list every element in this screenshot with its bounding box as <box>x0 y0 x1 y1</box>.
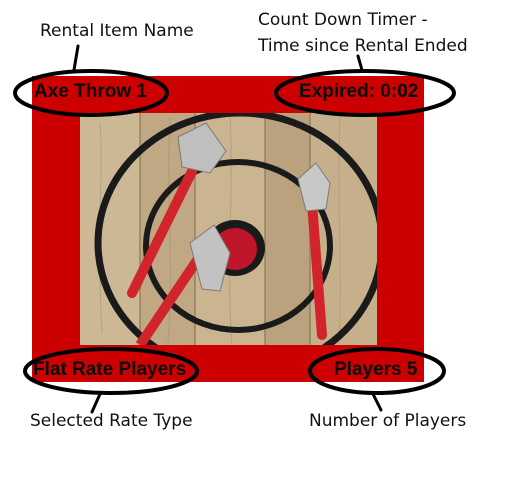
rate-type: Flat Rate Players <box>33 359 187 380</box>
annotation-countdown-line1: Count Down Timer - <box>258 10 428 30</box>
annotation-selected-rate-type: Selected Rate Type <box>30 411 193 431</box>
annotation-number-of-players: Number of Players <box>309 411 467 431</box>
annotation-countdown-timer: Count Down Timer - Time since Rental End… <box>258 7 468 59</box>
annotation-countdown-line2: Time since Rental Ended <box>258 36 468 56</box>
countdown-timer: Expired: 0:02 <box>299 81 419 102</box>
pointer-item-name <box>72 44 80 72</box>
rental-item-name: Axe Throw 1 <box>34 81 147 102</box>
player-count: Players 5 <box>334 359 418 380</box>
annotation-rental-item-name: Rental Item Name <box>40 21 194 41</box>
axe-target-image <box>80 113 377 345</box>
